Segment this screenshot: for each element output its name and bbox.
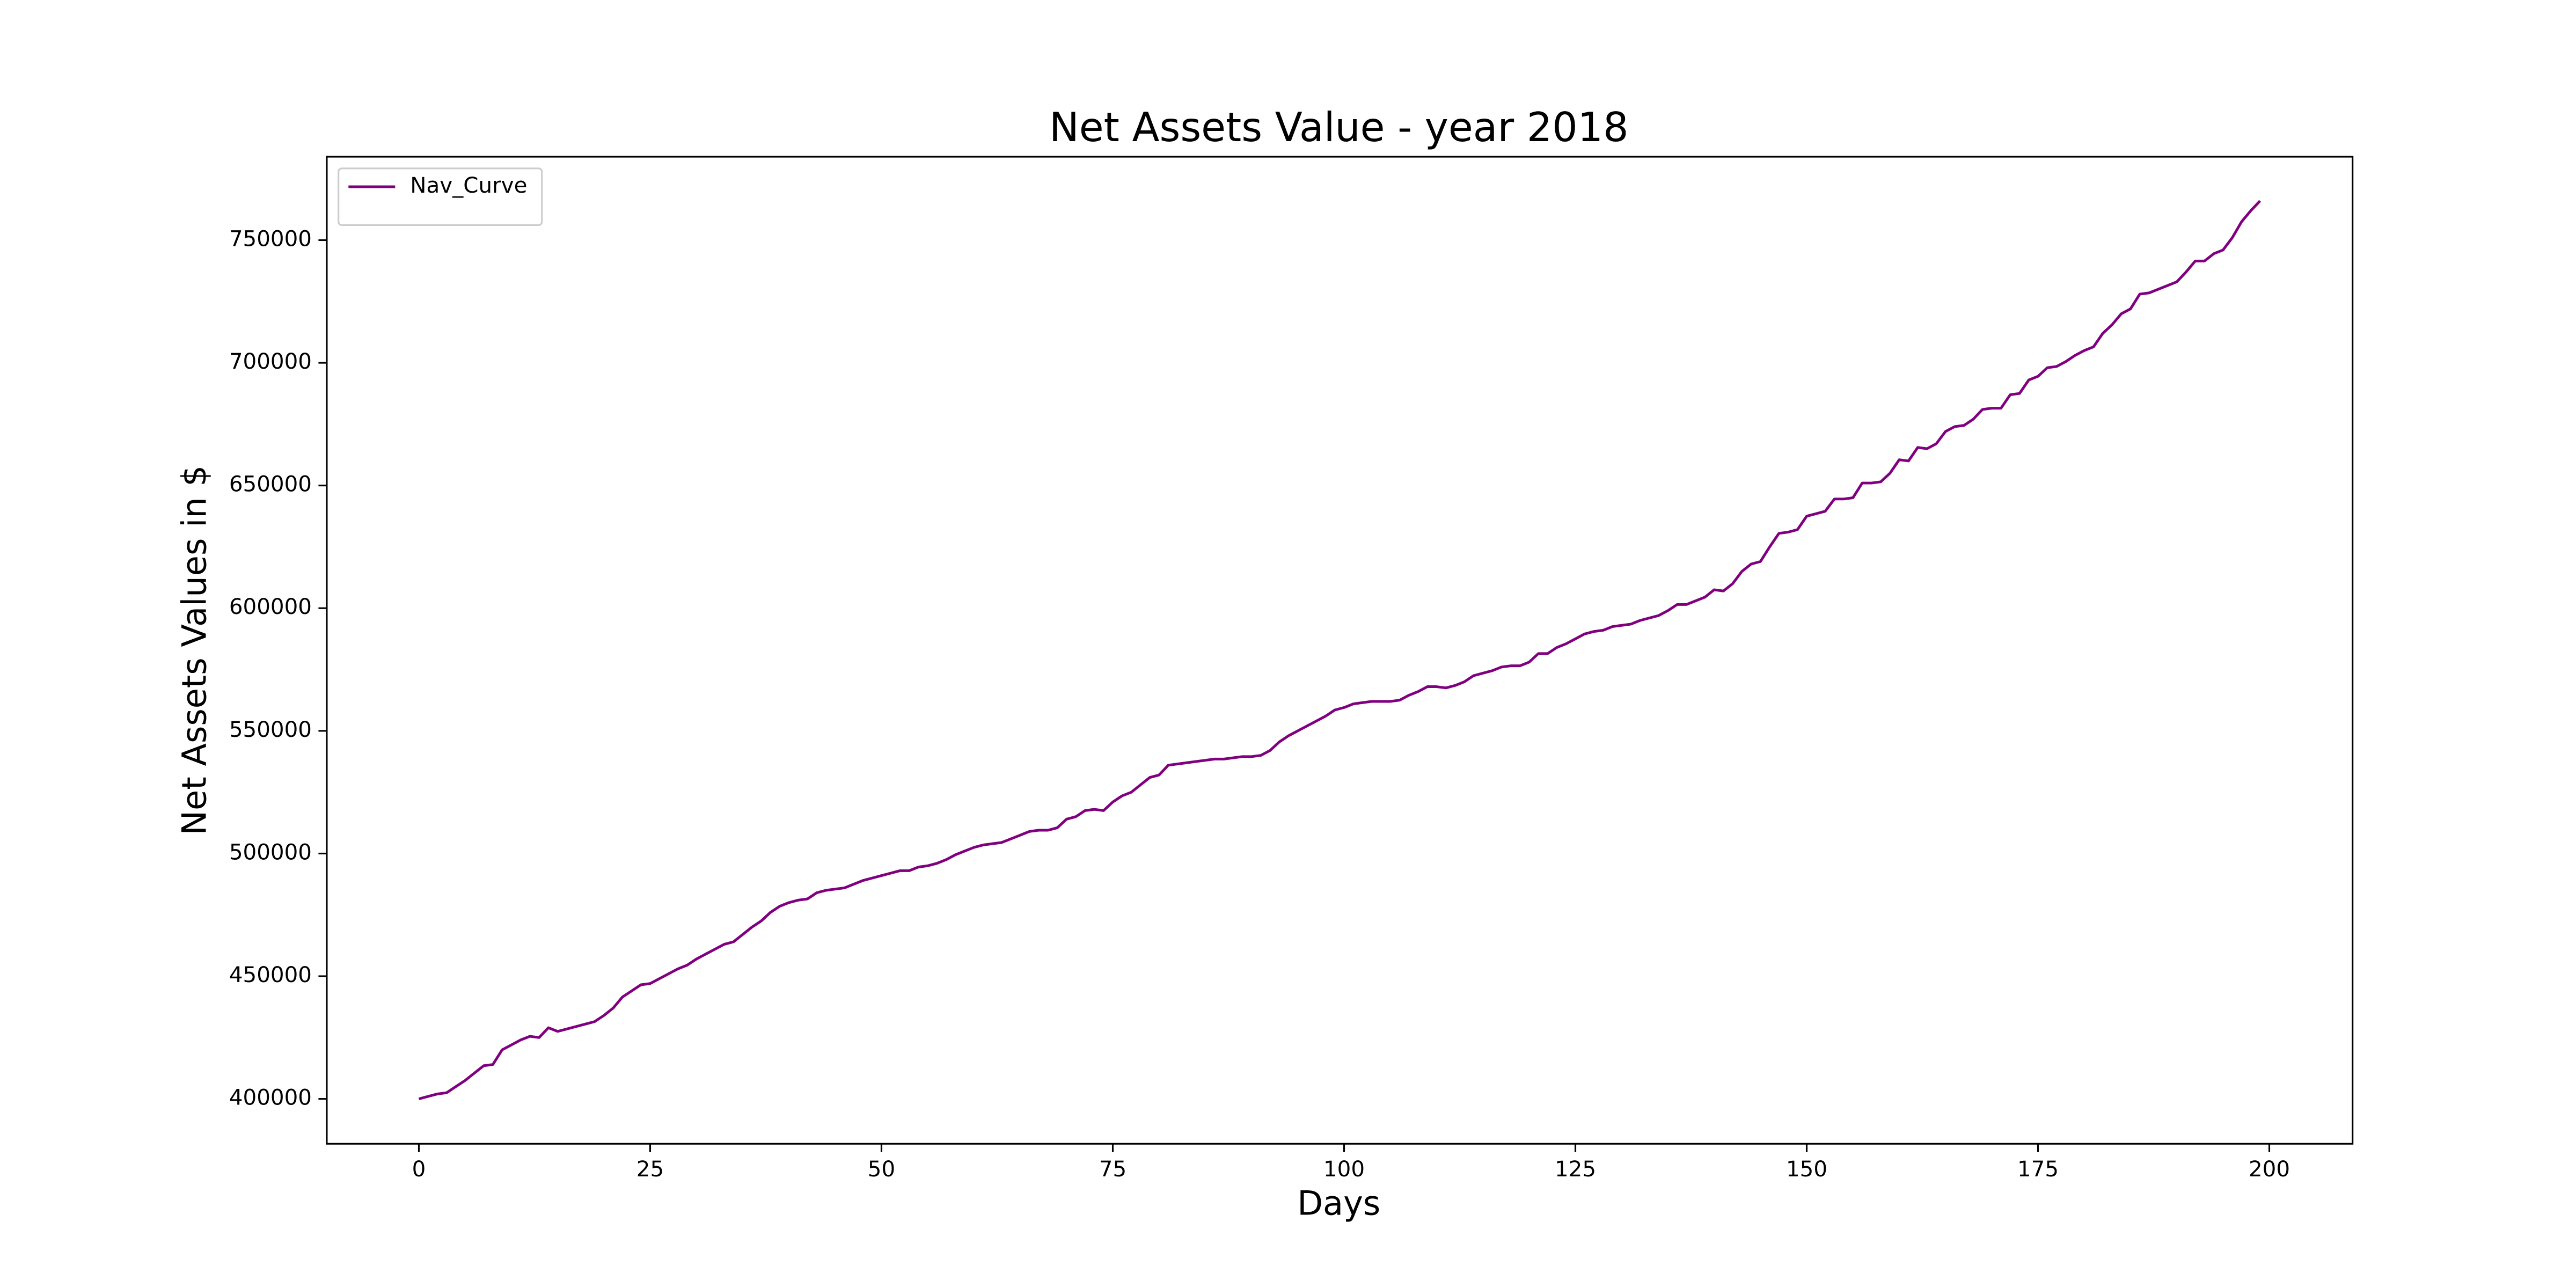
y-tick-label: 650000	[229, 472, 312, 497]
x-axis-label: Days	[1297, 1183, 1380, 1223]
x-tick-label: 150	[1786, 1157, 1827, 1182]
y-tick-label: 700000	[229, 349, 312, 374]
data-line	[418, 200, 2262, 1100]
plot-frame	[326, 156, 2354, 1145]
x-tick-label: 175	[2017, 1157, 2059, 1182]
x-tick-label: 25	[636, 1157, 664, 1182]
y-axis-label: Net Assets Values in $	[175, 465, 214, 835]
y-tick-label: 550000	[229, 717, 312, 742]
y-tick-label: 450000	[229, 962, 312, 987]
legend-box	[338, 167, 543, 226]
x-tick-label: 200	[2249, 1157, 2290, 1182]
legend-label: Nav_Curve	[410, 173, 527, 198]
x-tick-label: 125	[1555, 1157, 1596, 1182]
x-tick-label: 50	[868, 1157, 895, 1182]
y-tick-label: 600000	[229, 594, 312, 619]
x-tick-label: 100	[1323, 1157, 1365, 1182]
x-tick-label: 0	[412, 1157, 426, 1182]
y-tick-label: 750000	[229, 226, 312, 251]
x-tick-label: 75	[1099, 1157, 1126, 1182]
y-tick-label: 400000	[229, 1085, 312, 1110]
y-tick-label: 500000	[229, 839, 312, 865]
chart-title: Net Assets Value - year 2018	[1049, 104, 1629, 151]
